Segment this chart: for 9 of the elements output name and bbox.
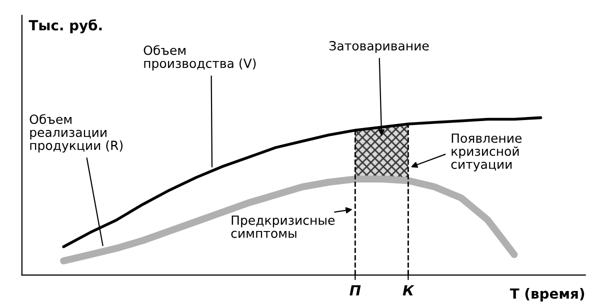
annotation: Появление кризисной ситуации <box>451 134 522 172</box>
x-tick-label: К <box>402 285 414 296</box>
annotation: Предкризисные симптомы <box>231 216 335 238</box>
text: Тыс. руб. <box>28 19 102 34</box>
band-label: Затоваривание <box>330 41 429 53</box>
text: Объем производства (V) <box>144 45 256 70</box>
x-tick-label: П <box>350 285 361 296</box>
x-axis-title: Т (время) <box>510 288 584 302</box>
annotation: Объем реализации продукции (R) <box>30 114 123 153</box>
